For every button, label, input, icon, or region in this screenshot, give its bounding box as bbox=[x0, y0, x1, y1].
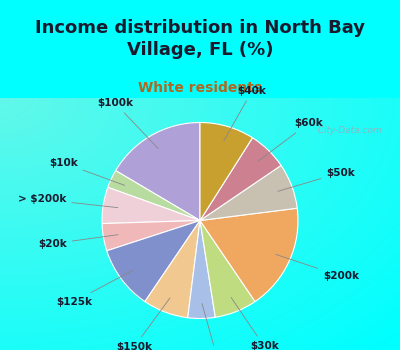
Wedge shape bbox=[145, 220, 200, 318]
Text: White residents: White residents bbox=[138, 80, 262, 94]
Wedge shape bbox=[188, 220, 215, 318]
Wedge shape bbox=[116, 122, 200, 220]
Wedge shape bbox=[102, 220, 200, 251]
Wedge shape bbox=[200, 166, 297, 220]
Text: $100k: $100k bbox=[97, 98, 158, 149]
Wedge shape bbox=[200, 122, 252, 220]
Wedge shape bbox=[108, 170, 200, 220]
Text: $30k: $30k bbox=[231, 298, 278, 350]
Text: $75k: $75k bbox=[202, 303, 231, 350]
Wedge shape bbox=[200, 208, 298, 302]
Text: $10k: $10k bbox=[49, 158, 125, 186]
Text: $150k: $150k bbox=[116, 298, 170, 350]
Text: City-Data.com: City-Data.com bbox=[312, 126, 382, 135]
Text: Income distribution in North Bay
Village, FL (%): Income distribution in North Bay Village… bbox=[35, 19, 365, 59]
Wedge shape bbox=[200, 138, 281, 220]
Text: > $200k: > $200k bbox=[18, 194, 118, 208]
Wedge shape bbox=[200, 220, 255, 317]
Text: $20k: $20k bbox=[38, 235, 118, 249]
Text: $60k: $60k bbox=[258, 118, 323, 161]
Wedge shape bbox=[107, 220, 200, 302]
Text: $40k: $40k bbox=[224, 86, 267, 141]
Text: $200k: $200k bbox=[276, 254, 359, 281]
Wedge shape bbox=[102, 187, 200, 224]
Text: $125k: $125k bbox=[56, 270, 133, 307]
Text: $50k: $50k bbox=[278, 168, 355, 191]
